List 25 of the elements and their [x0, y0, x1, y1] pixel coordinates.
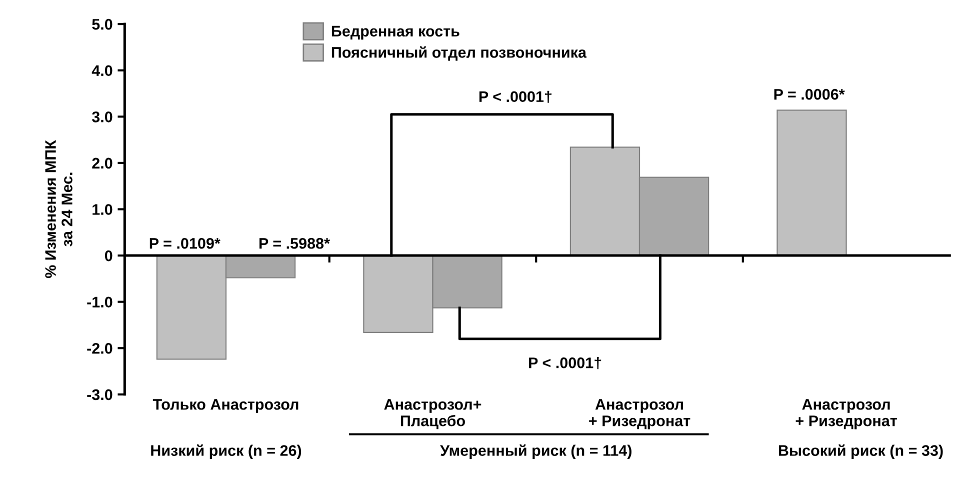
- y-tick-label: 3.0: [92, 112, 112, 122]
- y-tick-label: 1.0: [92, 204, 112, 215]
- text: Умеренный риск (n = 114): [440, 444, 632, 459]
- y-tick-label: -1.0: [87, 296, 112, 308]
- y-tick-label: -3.0: [87, 389, 112, 400]
- bar: [776, 110, 847, 256]
- annotation: P < .0001†: [529, 357, 602, 370]
- x-tick-label: Анастрозол + Ризедронат: [589, 399, 690, 430]
- legend-label: Бедренная кость: [332, 26, 460, 40]
- y-axis-title: % Изменения МПК за 24 Мес.: [45, 140, 72, 278]
- text: Высокий риск (n = 33): [778, 444, 943, 459]
- y-tick-label: 4.0: [92, 65, 112, 76]
- legend-label: Поясничный отдел позвоночника: [332, 46, 587, 61]
- annotation: P = .0109*: [150, 238, 220, 249]
- y-tick-label: 0: [104, 250, 112, 262]
- annotation: P < .0001†: [479, 90, 552, 103]
- y-tick-label: 5.0: [92, 18, 112, 30]
- x-tick-label: Только Анастрозол: [152, 399, 298, 413]
- annotation: P = .0006*: [774, 88, 845, 100]
- text: Низкий риск (n = 26): [151, 444, 302, 459]
- annotation: P = .5988*: [259, 238, 330, 249]
- y-tick-label: -2.0: [87, 342, 112, 354]
- y-tick-label: 2.0: [92, 158, 112, 169]
- x-tick-label: Анастрозол+ Плацебо: [384, 399, 482, 430]
- x-tick-label: Анастрозол + Ризедронат: [796, 399, 897, 430]
